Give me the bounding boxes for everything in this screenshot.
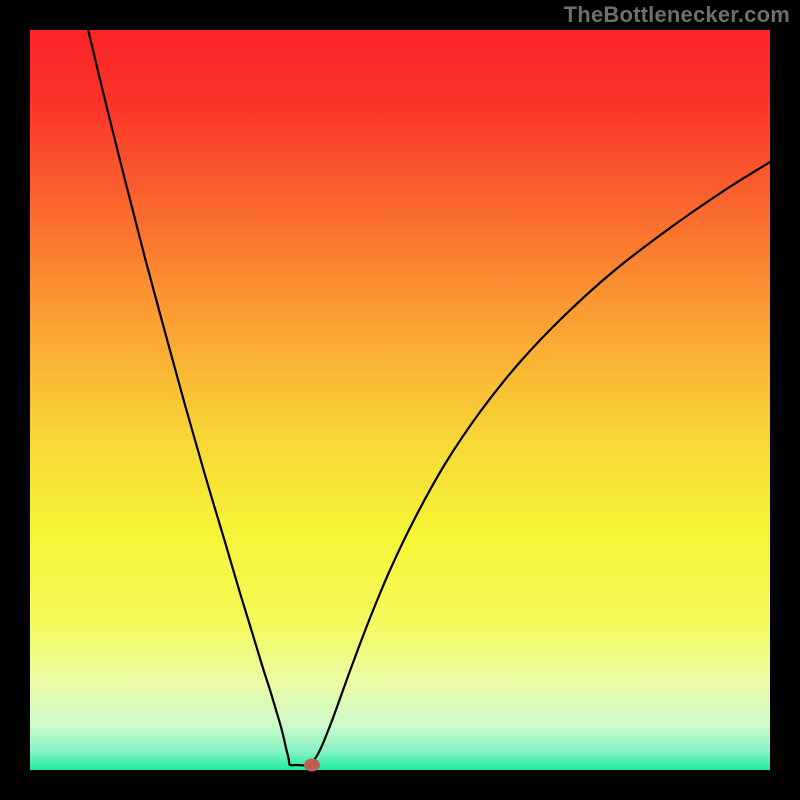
watermark-text: TheBottlenecker.com [564, 2, 790, 28]
plot-svg [30, 30, 770, 770]
plot-area [30, 30, 770, 770]
optimum-marker [304, 759, 320, 772]
gradient-background [30, 30, 770, 770]
chart-frame: TheBottlenecker.com [0, 0, 800, 800]
